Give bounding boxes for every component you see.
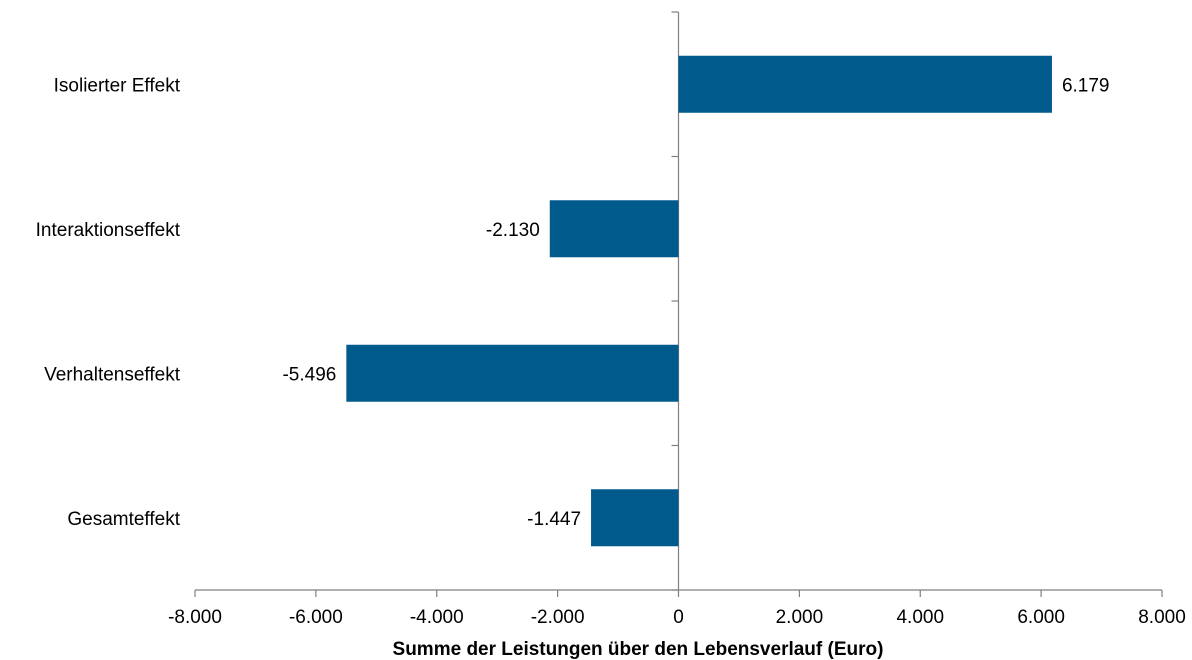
bar [591,489,679,547]
x-tick-label: 2.000 [776,607,824,628]
x-tick-label: 6.000 [1017,607,1065,628]
category-labels: Isolierter Effekt Interaktionseffekt Verha… [36,75,181,530]
category-label: Isolierter Effekt [54,75,181,96]
x-tick-label: -6.000 [289,607,343,628]
x-axis-title: Summe der Leistungen über den Lebensverl… [393,639,884,660]
data-label: -5.496 [282,364,336,385]
x-tick-label: 8.000 [1138,607,1186,628]
data-label: 6.179 [1062,75,1110,96]
bar [549,200,679,258]
x-tick-label: -2.000 [531,607,585,628]
data-label: -2.130 [486,220,540,241]
category-label: Gesamteffekt [67,509,180,530]
bars [346,55,1052,547]
x-tick-label: 0 [673,607,684,628]
category-label: Interaktionseffekt [36,220,181,241]
category-label: Verhaltenseffekt [44,364,181,385]
bar [346,344,679,402]
bar [678,55,1052,113]
x-tick-label: 4.000 [896,607,944,628]
data-labels: 6.179 -2.130 -5.496 -1.447 [282,75,1109,530]
x-tick-label: -8.000 [168,607,222,628]
data-label: -1.447 [527,509,581,530]
x-tick-labels: -8.000 -6.000 -4.000 -2.000 0 2.000 4.000 6.000… [168,607,1186,628]
x-tick-label: -4.000 [410,607,464,628]
